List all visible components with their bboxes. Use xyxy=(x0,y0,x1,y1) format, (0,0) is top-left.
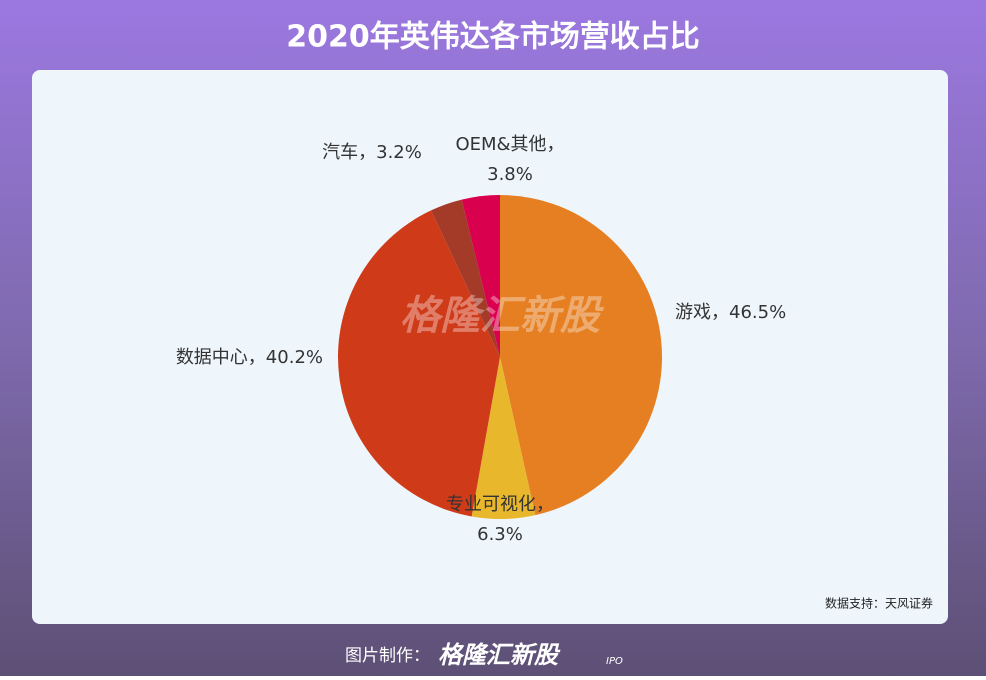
slice-label: 6.3% xyxy=(477,524,523,545)
slice-label: 汽车，3.2% xyxy=(322,142,422,163)
brand: 格隆汇新股 xyxy=(438,641,561,669)
brand-sub: IPO xyxy=(606,656,623,667)
chart-title: 2020年英伟达各市场营收占比 xyxy=(286,20,700,55)
watermark: 格隆汇新股 xyxy=(400,293,604,339)
pie-slice xyxy=(431,199,500,357)
slice-label: 数据中心，40.2% xyxy=(176,347,323,368)
footer-label: 图片制作： xyxy=(345,646,430,666)
pie-slice xyxy=(500,195,663,516)
pie xyxy=(337,195,663,519)
slice-label: 游戏，46.5% xyxy=(675,302,786,323)
source: 数据支持：天风证券 xyxy=(825,596,933,611)
slice-label: 3.8% xyxy=(487,164,533,185)
slice-label: 专业可视化， xyxy=(446,494,554,515)
pie-slice xyxy=(471,357,536,519)
slice-label: OEM&其他， xyxy=(455,134,564,155)
pie-slice xyxy=(337,210,500,517)
pie-slice xyxy=(461,195,500,357)
